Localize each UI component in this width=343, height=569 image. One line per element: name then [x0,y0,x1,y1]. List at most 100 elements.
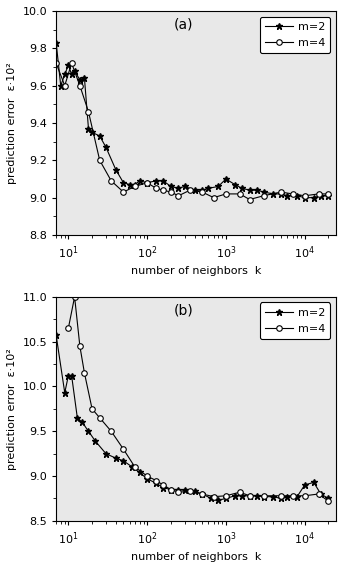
m=2 [303,481,307,488]
m=2 [121,457,126,464]
m=2 [145,475,149,482]
m=4 [176,489,180,496]
m=4 [200,189,204,196]
Line: m=4: m=4 [54,60,331,203]
m=4 [212,194,216,201]
Legend: m=2, m=4: m=2, m=4 [260,302,331,339]
m=2 [255,187,259,193]
m=4 [133,183,137,190]
m=4 [154,185,158,192]
m=2 [209,495,213,502]
m=2 [154,178,158,184]
m=4 [121,446,126,452]
Text: (a): (a) [174,18,193,32]
m=4 [248,196,252,203]
m=4 [109,428,113,435]
Text: (b): (b) [174,303,193,318]
Line: m=4: m=4 [66,294,331,504]
m=4 [154,477,158,484]
m=2 [271,493,275,500]
m=2 [216,497,220,504]
m=4 [90,406,94,413]
m=4 [238,489,242,496]
m=4 [66,325,70,332]
m=4 [224,191,228,197]
m=2 [63,71,67,78]
m=2 [128,181,132,188]
m=2 [104,144,108,151]
Y-axis label: prediction error  ε·10²: prediction error ε·10² [7,348,17,470]
m=2 [75,414,79,421]
m=4 [279,492,283,499]
Line: m=2: m=2 [53,332,332,504]
m=2 [312,479,316,486]
m=4 [145,179,149,186]
m=4 [98,414,102,421]
Legend: m=2, m=4: m=2, m=4 [260,17,331,53]
m=2 [248,492,252,499]
m=2 [319,192,323,199]
m=4 [238,191,242,197]
m=2 [114,166,118,173]
m=2 [98,133,102,139]
m=4 [133,464,137,471]
m=4 [279,189,283,196]
m=4 [169,189,173,196]
m=2 [90,129,94,136]
m=2 [66,61,70,68]
m=2 [240,185,244,192]
Y-axis label: prediction error  ε·10²: prediction error ε·10² [7,62,17,184]
m=2 [169,486,173,493]
m=2 [82,75,86,81]
m=4 [303,492,307,499]
m=4 [161,481,165,488]
m=2 [192,187,197,193]
m=2 [224,176,228,183]
m=2 [326,192,330,199]
m=2 [72,67,76,74]
m=4 [248,492,252,499]
m=4 [261,492,265,499]
m=2 [255,492,259,499]
m=4 [72,294,76,300]
m=4 [169,486,173,493]
m=4 [121,189,126,196]
m=2 [161,178,165,184]
m=2 [154,480,158,486]
m=4 [176,192,180,199]
m=4 [317,191,321,197]
m=4 [109,178,113,184]
m=4 [161,187,165,193]
m=2 [138,178,142,184]
m=2 [261,189,265,196]
m=2 [169,183,173,190]
m=4 [224,492,228,499]
m=2 [285,192,289,199]
m=2 [326,495,330,502]
m=2 [54,332,58,339]
m=2 [161,484,165,491]
m=4 [63,82,67,89]
m=2 [240,492,244,499]
m=4 [317,490,321,497]
m=2 [261,493,265,500]
m=4 [188,488,192,494]
m=4 [326,191,330,197]
m=2 [295,192,299,199]
m=2 [303,194,307,201]
m=2 [78,77,82,84]
m=4 [261,192,265,199]
m=4 [291,492,295,499]
m=2 [248,187,252,193]
m=4 [82,370,86,377]
m=2 [114,455,118,461]
m=2 [279,191,283,197]
m=2 [224,495,228,502]
m=2 [206,185,211,192]
m=2 [63,389,67,396]
m=2 [216,183,220,190]
m=2 [200,490,204,497]
m=2 [130,464,134,471]
m=2 [279,495,283,502]
m=2 [104,450,108,457]
